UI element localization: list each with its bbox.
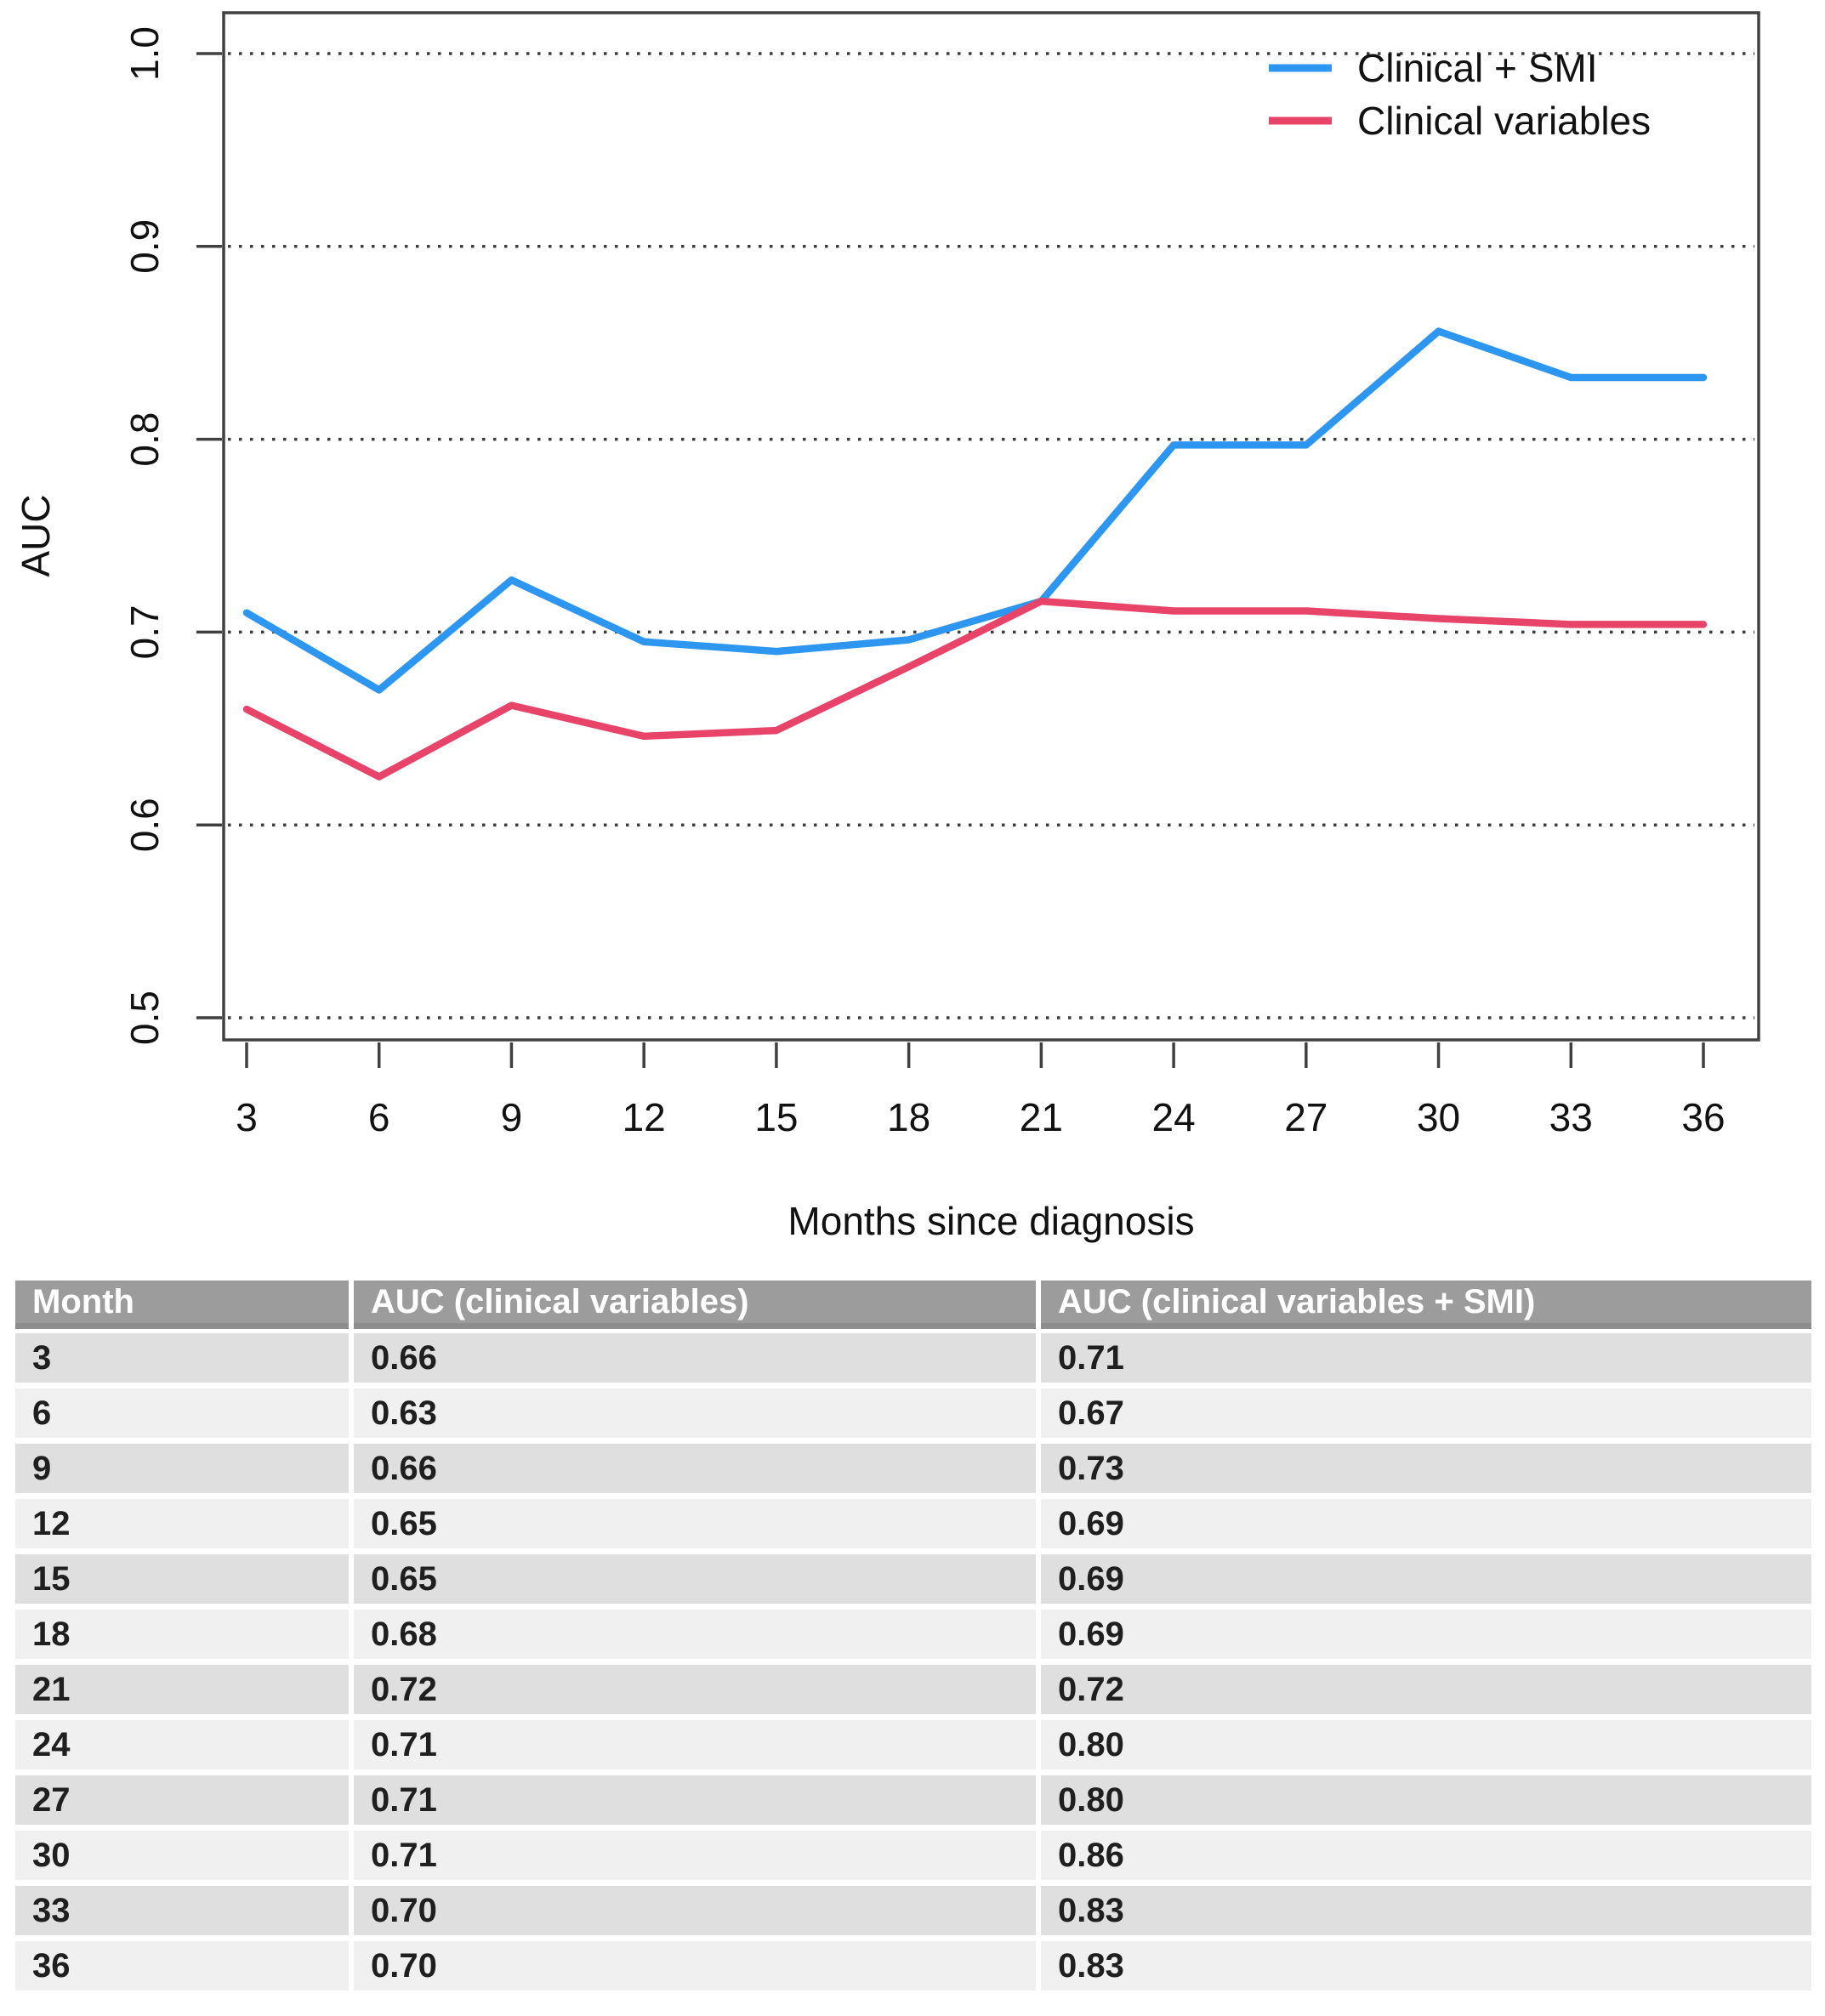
y-tick-label: 0.7 xyxy=(122,605,167,659)
column-header-auc-clinical: AUC (clinical variables) xyxy=(354,1281,1036,1329)
series-line-clinical-variables xyxy=(242,597,1708,781)
table-body: 3 0.66 0.71 6 0.63 0.67 9 0.66 0.73 12 0.65 0.69 15 0… xyxy=(15,1333,1811,1990)
auc-table: Month AUC (clinical variables) AUC (clin… xyxy=(15,1281,1811,1996)
table-header-row: Month AUC (clinical variables) AUC (clin… xyxy=(15,1281,1811,1329)
auc-clinical-cell: 0.72 xyxy=(354,1665,1036,1714)
table-row: 36 0.70 0.83 xyxy=(15,1941,1811,1990)
plot-border xyxy=(222,11,1760,1042)
auc-clinical-smi-cell: 0.86 xyxy=(1041,1831,1811,1880)
y-tick-label: 0.5 xyxy=(122,991,167,1045)
y-tick-label: 0.8 xyxy=(122,412,167,467)
table-row: 9 0.66 0.73 xyxy=(15,1444,1811,1493)
auc-clinical-cell: 0.71 xyxy=(354,1720,1036,1769)
auc-clinical-smi-cell: 0.71 xyxy=(1041,1333,1811,1383)
month-cell: 33 xyxy=(15,1886,349,1935)
auc-clinical-smi-cell: 0.83 xyxy=(1041,1941,1811,1990)
table-row: 33 0.70 0.83 xyxy=(15,1886,1811,1935)
x-tick-label: 30 xyxy=(1417,1095,1460,1139)
auc-clinical-cell: 0.66 xyxy=(354,1333,1036,1383)
table-row: 30 0.71 0.86 xyxy=(15,1831,1811,1880)
x-tick-label: 21 xyxy=(1020,1095,1063,1139)
month-cell: 9 xyxy=(15,1444,349,1493)
auc-chart: 0.50.60.70.80.91.03 6 9 12 15 18 21 24 27 30 33 36C… xyxy=(14,11,1760,1243)
auc-clinical-smi-cell: 0.69 xyxy=(1041,1554,1811,1604)
y-tick-label: 1.0 xyxy=(122,26,167,81)
month-cell: 36 xyxy=(15,1941,349,1990)
x-tick-label: 33 xyxy=(1549,1095,1593,1139)
x-tick-label: 24 xyxy=(1152,1095,1196,1139)
x-axis-title: Months since diagnosis xyxy=(787,1199,1194,1243)
legend-label: Clinical variables xyxy=(1357,99,1651,143)
x-tick-label: 6 xyxy=(368,1095,390,1139)
y-axis-title: AUC xyxy=(14,494,58,576)
x-tick-label: 3 xyxy=(236,1095,258,1139)
auc-clinical-smi-cell: 0.69 xyxy=(1041,1499,1811,1548)
month-cell: 27 xyxy=(15,1775,349,1825)
auc-clinical-smi-cell: 0.72 xyxy=(1041,1665,1811,1714)
x-tick-label: 18 xyxy=(887,1095,930,1139)
y-tick-label: 0.6 xyxy=(122,798,167,852)
table-row: 3 0.66 0.71 xyxy=(15,1333,1811,1383)
auc-clinical-cell: 0.63 xyxy=(354,1388,1036,1438)
legend-label: Clinical + SMI xyxy=(1357,46,1597,90)
table-row: 18 0.68 0.69 xyxy=(15,1610,1811,1659)
month-cell: 3 xyxy=(15,1333,349,1383)
x-tick-label: 12 xyxy=(623,1095,666,1139)
series-line-clinical-smi xyxy=(242,327,1708,694)
x-tick-label: 15 xyxy=(754,1095,798,1139)
month-cell: 6 xyxy=(15,1388,349,1438)
y-tick-label: 0.9 xyxy=(122,219,167,274)
table-row: 12 0.65 0.69 xyxy=(15,1499,1811,1548)
auc-clinical-smi-cell: 0.67 xyxy=(1041,1388,1811,1438)
auc-clinical-smi-cell: 0.73 xyxy=(1041,1444,1811,1493)
column-header-month: Month xyxy=(15,1281,349,1329)
table-row: 24 0.71 0.80 xyxy=(15,1720,1811,1769)
auc-clinical-cell: 0.68 xyxy=(354,1610,1036,1659)
auc-clinical-cell: 0.70 xyxy=(354,1886,1036,1935)
table-row: 21 0.72 0.72 xyxy=(15,1665,1811,1714)
x-tick-label: 9 xyxy=(501,1095,523,1139)
auc-clinical-smi-cell: 0.83 xyxy=(1041,1886,1811,1935)
auc-clinical-cell: 0.70 xyxy=(354,1941,1036,1990)
month-cell: 30 xyxy=(15,1831,349,1880)
month-cell: 15 xyxy=(15,1554,349,1604)
auc-clinical-smi-cell: 0.69 xyxy=(1041,1610,1811,1659)
auc-clinical-cell: 0.65 xyxy=(354,1554,1036,1604)
x-tick-label: 27 xyxy=(1284,1095,1328,1139)
table-row: 6 0.63 0.67 xyxy=(15,1388,1811,1438)
auc-clinical-cell: 0.65 xyxy=(354,1499,1036,1548)
month-cell: 24 xyxy=(15,1720,349,1769)
auc-clinical-cell: 0.66 xyxy=(354,1444,1036,1493)
column-header-auc-clinical-smi: AUC (clinical variables + SMI) xyxy=(1041,1281,1811,1329)
auc-clinical-cell: 0.71 xyxy=(354,1831,1036,1880)
auc-clinical-smi-cell: 0.80 xyxy=(1041,1775,1811,1825)
month-cell: 21 xyxy=(15,1665,349,1714)
x-tick-label: 36 xyxy=(1681,1095,1725,1139)
auc-clinical-smi-cell: 0.80 xyxy=(1041,1720,1811,1769)
month-cell: 18 xyxy=(15,1610,349,1659)
table-row: 15 0.65 0.69 xyxy=(15,1554,1811,1604)
table-row: 27 0.71 0.80 xyxy=(15,1775,1811,1825)
month-cell: 12 xyxy=(15,1499,349,1548)
auc-clinical-cell: 0.71 xyxy=(354,1775,1036,1825)
